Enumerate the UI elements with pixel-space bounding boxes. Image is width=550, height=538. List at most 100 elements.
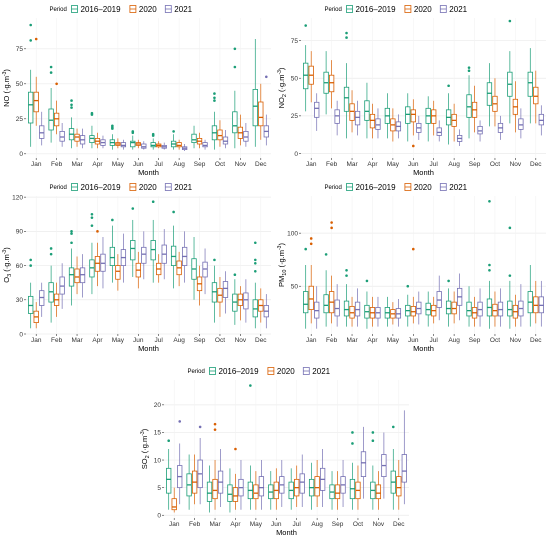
box-2016–2019-Feb — [323, 51, 329, 115]
box-2016–2019-Apr — [364, 279, 370, 329]
legend-title: Period — [325, 185, 342, 191]
outlier-point — [151, 132, 155, 136]
box-2020-Oct — [217, 120, 223, 147]
outlier-point — [70, 103, 73, 107]
box-2021-Jan — [39, 282, 45, 317]
outlier-point — [29, 23, 32, 27]
box-2016–2019-Sep — [329, 471, 335, 510]
box-body — [232, 487, 239, 502]
box-2021-Aug — [181, 231, 188, 283]
box-2021-Aug — [319, 449, 326, 507]
box-body — [343, 86, 350, 112]
box-2020-Dec — [258, 83, 264, 140]
box-body — [89, 135, 95, 144]
box-2021-Apr — [375, 296, 381, 327]
legend-label: 2021 — [312, 367, 330, 376]
y-tick-label: 75 — [16, 46, 24, 53]
x-tick-label: Nov — [510, 337, 522, 344]
box-2016–2019-Jun — [405, 93, 411, 142]
box-2016–2019-Jun — [130, 130, 136, 150]
box-body — [401, 454, 407, 483]
box-2020-Jul — [431, 296, 437, 324]
plot-area — [164, 380, 409, 518]
x-tick-label: Apr — [367, 161, 378, 168]
outlier-point — [34, 37, 38, 41]
box-2021-May — [120, 233, 127, 283]
legend-title: Period — [325, 7, 342, 13]
box-2021-Jun — [416, 291, 422, 325]
y-tick-label: 25 — [291, 113, 299, 120]
box-2020-May — [390, 108, 396, 142]
box-2016–2019-Aug — [445, 84, 452, 145]
outlier-point — [90, 216, 94, 219]
legend: Period 2016–2019 2020 2021 — [325, 5, 468, 14]
box-2021-Jul — [161, 142, 167, 150]
plot-area — [301, 196, 546, 334]
box-2016–2019-Apr — [89, 212, 95, 295]
y-axis-title: SO2 (·g.m-3) — [140, 428, 151, 469]
box-body — [375, 484, 382, 500]
box-body — [53, 112, 60, 127]
legend-item: 2020 — [267, 367, 295, 376]
y-tick-label: 0 — [294, 151, 298, 158]
outlier-point — [167, 439, 170, 443]
box-2016–2019-May — [247, 384, 254, 510]
box-2016–2019-Jan — [166, 439, 172, 510]
outlier-point — [213, 99, 216, 102]
outlier-point — [49, 252, 53, 256]
box-2020-Dec — [258, 288, 264, 323]
outlier-point — [213, 96, 216, 100]
box-body — [141, 143, 147, 149]
x-tick-label: Jan — [169, 521, 180, 528]
x-tick-label: Jul — [293, 521, 302, 528]
box-body — [28, 91, 34, 124]
box-2021-Jun — [279, 460, 285, 507]
box-body — [232, 111, 238, 134]
box-body — [243, 130, 249, 142]
box-body — [258, 476, 265, 497]
box-2021-Sep — [477, 120, 483, 142]
legend-label: 2020 — [277, 367, 295, 376]
box-2021-Mar — [79, 254, 86, 298]
box-2016–2019-May — [384, 93, 391, 139]
outlier-point — [70, 99, 73, 102]
x-tick-label: Sep — [332, 521, 344, 528]
outlier-point — [234, 447, 237, 451]
box-body — [303, 291, 309, 314]
box-2016–2019-May — [109, 124, 116, 150]
outlier-point — [351, 431, 354, 434]
legend-title: Period — [188, 369, 205, 375]
box-body — [466, 301, 472, 317]
legend-item: 2020 — [404, 183, 432, 192]
x-tick-label: Dec — [530, 337, 542, 344]
legend: Period 2016–2019 2020 2021 — [188, 367, 331, 376]
box-2020-Aug — [176, 139, 182, 150]
box-body — [48, 108, 54, 131]
outlier-point — [49, 247, 53, 250]
outlier-point — [90, 224, 94, 227]
x-tick-label: Mar — [346, 337, 358, 344]
box-2021-Jun — [141, 141, 147, 150]
outlier-point — [411, 144, 415, 148]
box-2020-Jan — [33, 37, 39, 126]
box-2020-Feb — [53, 82, 60, 135]
box-body — [507, 300, 513, 317]
so2-chart: 0 5 10 15 20 Jan Feb Mar Apr May Jun Jul Aug Sep Oct No… — [140, 367, 409, 537]
box-2016–2019-Dec — [390, 425, 396, 510]
outlier-point — [265, 75, 268, 79]
outlier-point — [70, 241, 73, 245]
box-2021-Feb — [334, 100, 340, 136]
outlier-point — [351, 442, 354, 445]
legend-item: 2021 — [439, 5, 468, 14]
box-2021-Jan — [314, 286, 320, 329]
outlier-point — [447, 84, 450, 88]
box-2021-May — [258, 460, 265, 510]
outlier-point — [330, 226, 333, 230]
box-2020-Nov — [237, 114, 244, 146]
x-tick-label: Feb — [51, 161, 63, 168]
box-body — [206, 481, 213, 502]
box-2020-Apr — [232, 447, 239, 510]
box-body — [486, 82, 493, 106]
box-2016–2019-Jun — [405, 284, 411, 327]
box-2020-Apr — [369, 103, 376, 139]
